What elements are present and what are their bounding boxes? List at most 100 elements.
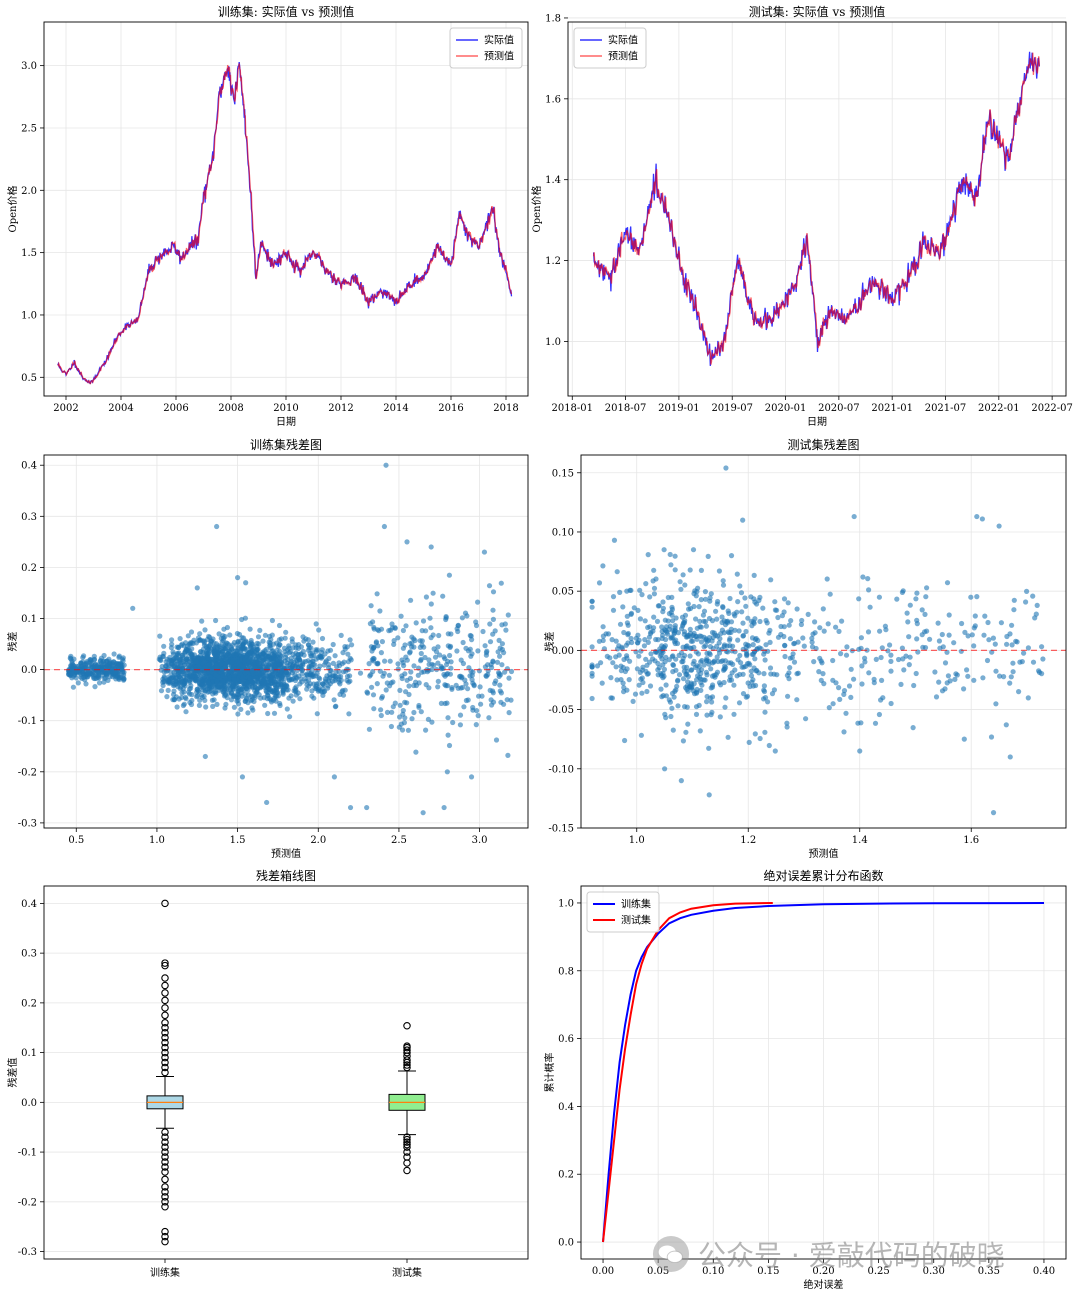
residual-outlier-point [444,769,450,775]
residual-point [369,684,375,690]
residual-point [709,694,716,700]
residual-point [203,649,209,655]
flier-point [161,1232,169,1241]
residual-point [442,673,448,679]
flier-point [161,1138,169,1146]
residual-point [1011,597,1017,603]
y-tick-label: 1.0 [545,337,561,348]
residual-point [198,649,204,655]
chart-title: 测试集: 实际值 vs 预测值 [749,4,885,19]
residual-point [245,710,251,716]
residual-point [253,675,259,681]
residual-point [221,646,227,652]
residual-point [435,644,441,650]
residual-point [816,669,822,675]
residual-point [681,664,687,670]
residual-point [233,694,239,700]
residual-point [714,601,720,607]
residual-point [635,607,641,614]
residual-point [836,685,842,691]
residual-point [655,667,661,673]
residual-point [809,635,815,641]
residual-point [761,683,768,689]
residual-point [817,655,823,661]
residual-point [366,726,372,732]
residual-point [688,682,695,688]
residual-outlier-point [130,605,136,611]
residual-point [161,643,167,649]
residual-point [100,669,106,675]
residual-point [280,688,286,694]
residual-point [224,641,231,647]
residual-point [622,668,629,675]
residual-point [682,704,688,710]
residual-point [277,702,283,709]
residual-point [719,614,725,620]
residual-point [261,680,267,686]
residual-point [660,605,667,611]
residual-point [919,607,925,613]
residual-point [346,679,352,685]
residual-point [687,626,693,632]
residual-point [317,676,323,682]
residual-point [162,679,168,685]
residual-point [855,720,861,726]
residual-point [685,601,691,607]
cdf-line-train [602,902,1045,1243]
residual-point [496,670,502,676]
residual-point [661,666,668,673]
residual-point [910,725,916,731]
residual-point [697,728,703,734]
residual-point [752,731,758,737]
residual-point [1009,622,1015,628]
residual-point [696,604,702,610]
train_line-panel: 2002 2004 2006 2008 2010 2012 2014 2016 2018 0.5 1… [6,4,529,428]
residual-point [594,663,601,669]
residual-point [677,579,683,585]
residual-point [171,688,177,694]
residual-point [964,667,970,673]
residual-point [1009,642,1015,648]
residual-point [794,697,800,703]
residual-point [867,604,873,610]
y-tick-label: 0.2 [21,563,37,574]
residual-point [334,664,340,670]
residual-point [725,734,731,740]
residual-point [679,659,685,665]
residual-point [268,699,275,705]
residual-point [833,680,839,686]
residual-point [896,656,902,663]
residual-point [785,600,791,606]
residual-point [75,680,81,686]
flier-point [403,1166,411,1175]
residual-point [290,645,296,651]
residual-point [628,587,634,594]
residual-point [391,638,397,644]
residual-point [826,705,832,711]
residual-point [468,653,474,659]
residual-point [357,670,364,676]
x-tick-label: 1.4 [852,835,868,846]
residual-point [1024,588,1030,595]
residual-point [337,681,343,687]
residual-point [473,619,479,625]
flier-point [161,1058,169,1067]
residual-point [432,654,439,660]
residual-point [787,665,793,671]
residual-point [695,673,701,679]
residual-point [508,668,515,675]
residual-point [693,616,699,622]
residual-point [477,684,483,690]
residual-point [782,643,788,649]
residual-outlier-point [202,753,208,760]
legend-label: 实际值 [608,34,638,47]
residual-point [186,673,192,679]
residual-point [981,632,987,638]
residual-point [238,706,244,713]
residual-point [993,701,999,707]
residual-point [286,650,292,656]
residual-outlier-point [404,539,410,545]
residual-point [376,628,382,634]
x-tick-label: 2021-01 [871,403,913,414]
residual-point [844,644,850,650]
